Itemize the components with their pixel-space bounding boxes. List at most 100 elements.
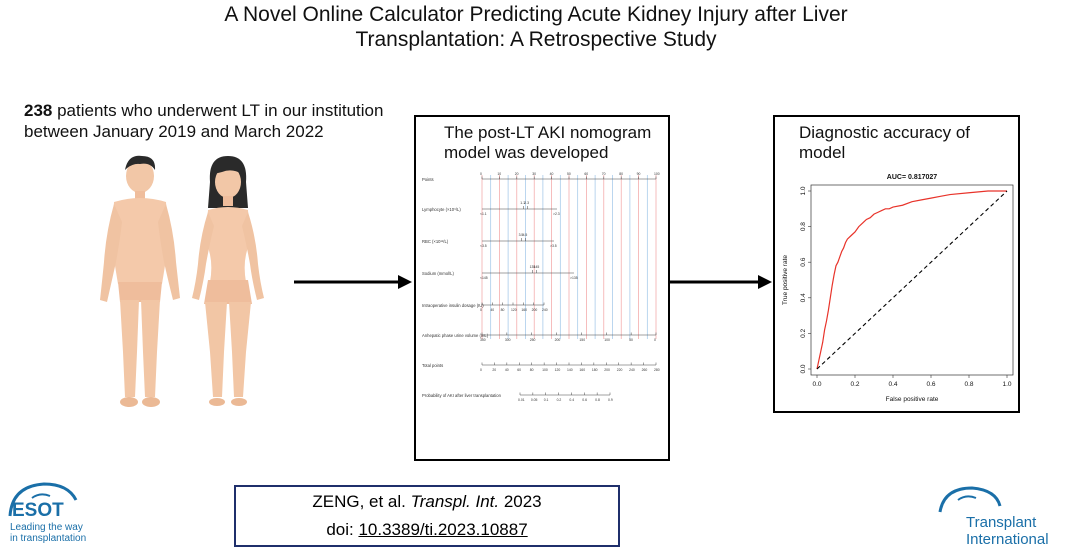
nomogram-tick-label: 0: [480, 368, 482, 372]
nomogram-title-line-1: The post-LT AKI nomogram: [444, 123, 652, 142]
esot-name: ESOT: [12, 500, 64, 521]
roc-x-tick-label: 0.6: [926, 381, 935, 388]
nomogram-tick-label: 40: [505, 368, 509, 372]
nomogram-row-label: Lymphocyte (×10⁹/L): [422, 207, 461, 212]
roc-x-tick-label: 1.0: [1002, 381, 1011, 388]
esot-logo: ESOT Leading the way in transplantation: [2, 478, 114, 548]
nomogram-tick-label: <1.1: [480, 212, 487, 216]
nomogram-panel: The post-LT AKI nomogram model was devel…: [414, 115, 670, 461]
roc-reference-line: [816, 190, 1008, 370]
nomogram-row-label: Probability of AKI after liver transplan…: [422, 393, 502, 398]
esot-tagline-1: Leading the way: [10, 522, 83, 533]
doi-link[interactable]: 10.3389/ti.2023.10887: [358, 520, 528, 539]
nomogram-tick-label: 0.8: [595, 398, 600, 402]
nomogram-tick-label: 145: [534, 265, 540, 269]
nomogram-tick-label: 90: [637, 172, 641, 176]
roc-curve: [816, 190, 1007, 370]
nomogram-tick-label: 70: [602, 172, 606, 176]
esot-tagline-2: in transplantation: [10, 533, 86, 544]
nomogram-tick-label: 135: [530, 265, 536, 269]
nomogram-tick-label: 4.5: [523, 233, 528, 237]
nomogram-tick-label: 120: [511, 308, 517, 312]
nomogram-tick-label: <145: [480, 276, 488, 280]
arrow-right-icon: [670, 275, 772, 289]
roc-y-axis-label: True positive rate: [782, 255, 789, 305]
nomogram-tick-label: 10: [497, 172, 501, 176]
patient-count: 238: [24, 101, 53, 120]
nomogram-tick-label: 120: [555, 368, 561, 372]
nomogram-tick-label: 0: [480, 308, 482, 312]
nomogram-tick-label: >2.3: [553, 212, 560, 216]
nomogram-row-label: Points: [422, 177, 434, 182]
intro-line-2: between January 2019 and March 2022: [24, 122, 324, 141]
nomogram-tick-label: 200: [604, 368, 610, 372]
nomogram-tick-label: 60: [517, 368, 521, 372]
nomogram-tick-label: >135: [570, 276, 578, 280]
arrow-right-icon: [294, 275, 412, 289]
main-title: A Novel Online Calculator Predicting Acu…: [0, 2, 1072, 52]
patient-description: 238 patients who underwent LT in our ins…: [24, 100, 383, 142]
roc-y-tick-label: 0.6: [800, 257, 807, 266]
nomogram-figure: Points 0 10 20 30 40 50 60 70 80 90 100 Lymphocyte (…: [422, 172, 660, 402]
roc-y-tick-label: 1.0: [800, 186, 807, 195]
nomogram-tick-label: 80: [530, 368, 534, 372]
nomogram-tick-label: 280: [654, 368, 660, 372]
nomogram-row-label: Intraoperative insulin dosage (IU): [422, 303, 484, 308]
nomogram-tick-label: 240: [629, 368, 635, 372]
nomogram-tick-label: 0.6: [582, 398, 587, 402]
nomogram-tick-label: 100: [604, 338, 610, 342]
nomogram-title-line-2: model was developed: [444, 143, 609, 162]
roc-y-tick-label: 0.8: [800, 222, 807, 231]
nomogram-tick-label: 40: [550, 172, 554, 176]
nomogram-tick-label: 80: [619, 172, 623, 176]
roc-panel: Diagnostic accuracy of model AUC= 0.8170…: [773, 115, 1020, 413]
nomogram-tick-label: 240: [542, 308, 548, 312]
nomogram-tick-label: <3.5: [480, 244, 487, 248]
doi-line: doi: 10.3389/ti.2023.10887: [236, 519, 618, 541]
nomogram-tick-label: 100: [542, 368, 548, 372]
roc-x-tick-label: 0.4: [888, 381, 897, 388]
roc-y-tick-label: 0.2: [800, 329, 807, 338]
nomogram-tick-label: 40: [490, 308, 494, 312]
nomogram-title: The post-LT AKI nomogram model was devel…: [444, 123, 651, 163]
nomogram-tick-label: 0.4: [569, 398, 574, 402]
nomogram-tick-label: 60: [584, 172, 588, 176]
ti-line-2: International: [966, 531, 1049, 548]
nomogram-tick-label: 0.1: [544, 398, 549, 402]
nomogram-tick-label: 30: [532, 172, 536, 176]
roc-plot-frame: [810, 184, 1014, 376]
nomogram-tick-label: 50: [629, 338, 633, 342]
doi-label: doi:: [326, 520, 359, 539]
nomogram-tick-label: 350: [480, 338, 486, 342]
nomogram-tick-label: >3.5: [550, 244, 557, 248]
nomogram-tick-label: 200: [555, 338, 561, 342]
nomogram-tick-label: 80: [501, 308, 505, 312]
nomogram-tick-label: 0.2: [557, 398, 562, 402]
nomogram-row-label: RBC (×10¹²/L): [422, 239, 449, 244]
roc-y-tick-label: 0.0: [800, 364, 807, 373]
nomogram-tick-label: 50: [567, 172, 571, 176]
title-line-1: A Novel Online Calculator Predicting Acu…: [224, 3, 848, 26]
nomogram-tick-label: 0.9: [608, 398, 613, 402]
roc-x-tick-label: 0.0: [812, 381, 821, 388]
nomogram-tick-label: 3.5: [519, 233, 524, 237]
citation-journal: Transpl. Int.: [410, 492, 500, 511]
roc-chart: AUC= 0.817027 0.0 0.2 0.4 0.6 0.8 1.0 0.0 0.2 0.4…: [782, 174, 1014, 403]
title-line-2: Transplantation: A Retrospective Study: [355, 28, 717, 51]
ti-line-1: Transplant: [966, 514, 1037, 531]
nomogram-tick-label: 0: [654, 338, 656, 342]
nomogram-tick-label: 250: [530, 338, 536, 342]
nomogram-tick-label: 180: [592, 368, 598, 372]
nomogram-tick-label: 140: [567, 368, 573, 372]
roc-x-tick-label: 0.8: [964, 381, 973, 388]
citation-box: ZENG, et al. Transpl. Int. 2023 doi: 10.…: [234, 485, 620, 547]
roc-title: Diagnostic accuracy of model: [799, 123, 971, 162]
roc-auc-label: AUC= 0.817027: [887, 174, 938, 181]
roc-x-tick-label: 0.2: [850, 381, 859, 388]
nomogram-tick-label: 160: [521, 308, 527, 312]
citation-year: 2023: [499, 492, 542, 511]
female-figure-icon: [192, 156, 264, 406]
nomogram-tick-label: 200: [532, 308, 538, 312]
nomogram-tick-label: 160: [579, 368, 585, 372]
nomogram-tick-label: 1.1: [520, 201, 525, 205]
